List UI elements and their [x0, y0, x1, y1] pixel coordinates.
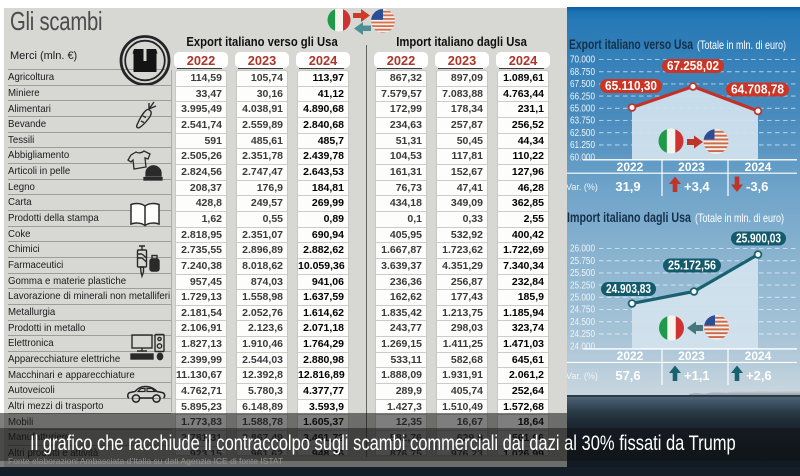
svg-text:+2,6: +2,6: [746, 368, 772, 383]
svg-text:24.903,83: 24.903,83: [606, 282, 651, 296]
svg-text:2024: 2024: [745, 349, 772, 363]
svg-text:Export italiano verso Usa: Export italiano verso Usa: [569, 37, 693, 52]
svg-text:63.750: 63.750: [570, 116, 595, 127]
svg-text:65.110,30: 65.110,30: [605, 79, 657, 93]
svg-text:66.250: 66.250: [570, 91, 595, 102]
svg-text:2024: 2024: [745, 160, 772, 174]
svg-text:-3,6: -3,6: [746, 179, 768, 194]
svg-text:57,6: 57,6: [615, 368, 640, 383]
svg-text:67.500: 67.500: [570, 79, 595, 90]
svg-text:+3,4: +3,4: [684, 179, 710, 194]
svg-text:(Totale in mln. di euro): (Totale in mln. di euro): [697, 38, 786, 52]
svg-text:2022: 2022: [617, 160, 644, 174]
svg-text:25.172,56: 25.172,56: [668, 259, 716, 273]
svg-text:24.250: 24.250: [570, 329, 595, 340]
svg-text:2022: 2022: [617, 349, 644, 363]
svg-text:25.000: 25.000: [570, 293, 595, 304]
svg-text:70.000: 70.000: [570, 55, 595, 66]
svg-text:25.250: 25.250: [570, 280, 595, 291]
svg-text:25.500: 25.500: [570, 268, 595, 279]
svg-text:24.750: 24.750: [570, 305, 595, 316]
svg-text:Var. (%): Var. (%): [567, 371, 598, 381]
svg-text:25.750: 25.750: [570, 256, 595, 267]
svg-text:67.258,02: 67.258,02: [667, 59, 719, 73]
svg-text:26.000: 26.000: [570, 244, 595, 255]
svg-text:60.000: 60.000: [570, 152, 595, 163]
svg-text:2023: 2023: [678, 349, 705, 363]
svg-text:24.000: 24.000: [570, 341, 595, 352]
svg-text:61.250: 61.250: [570, 140, 595, 151]
svg-text:62.500: 62.500: [570, 128, 595, 139]
svg-text:65.000: 65.000: [570, 104, 595, 115]
svg-text:2023: 2023: [678, 160, 705, 174]
svg-text:24.500: 24.500: [570, 317, 595, 328]
svg-text:+1,1: +1,1: [684, 368, 710, 383]
svg-text:Import italiano dagli Usa: Import italiano dagli Usa: [567, 210, 691, 225]
svg-text:(Totale in mln. di euro): (Totale in mln. di euro): [695, 211, 784, 225]
svg-text:Var. (%): Var. (%): [567, 182, 598, 192]
svg-text:31,9: 31,9: [615, 179, 640, 194]
svg-text:25.900,03: 25.900,03: [736, 232, 781, 246]
svg-text:68.750: 68.750: [570, 67, 595, 78]
svg-text:64.708,78: 64.708,78: [731, 83, 784, 97]
